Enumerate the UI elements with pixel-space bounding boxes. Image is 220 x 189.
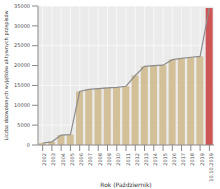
svg-text:2009: 2009 <box>106 153 112 166</box>
svg-text:2018: 2018 <box>189 153 195 166</box>
svg-text:10.10.2019: 10.10.2019 <box>208 153 212 182</box>
svg-text:2016: 2016 <box>171 153 177 166</box>
svg-text:2003: 2003 <box>50 153 56 166</box>
svg-text:Rok (Październik): Rok (Październik) <box>100 181 151 188</box>
svg-text:2008: 2008 <box>97 153 103 166</box>
svg-text:30000: 30000 <box>14 23 30 29</box>
svg-text:2019: 2019 <box>199 153 205 166</box>
svg-text:25000: 25000 <box>14 42 30 48</box>
svg-text:2005: 2005 <box>69 153 75 166</box>
svg-text:15000: 15000 <box>14 82 30 88</box>
svg-text:5000: 5000 <box>17 122 30 128</box>
svg-text:2017: 2017 <box>180 153 186 166</box>
svg-text:2011: 2011 <box>125 153 131 166</box>
svg-text:2004: 2004 <box>60 153 66 166</box>
svg-text:0: 0 <box>27 142 30 148</box>
svg-text:2013: 2013 <box>143 153 149 166</box>
svg-text:2002: 2002 <box>41 153 47 166</box>
svg-text:35000: 35000 <box>14 3 30 9</box>
svg-text:2014: 2014 <box>152 153 158 166</box>
svg-text:2010: 2010 <box>115 153 121 166</box>
svg-text:2006: 2006 <box>78 153 84 166</box>
svg-text:2012: 2012 <box>134 153 140 166</box>
svg-text:2007: 2007 <box>87 153 93 166</box>
svg-text:10000: 10000 <box>14 102 30 108</box>
svg-text:2015: 2015 <box>162 153 168 166</box>
svg-text:Liczba dozwolonych wyjątków ak: Liczba dozwolonych wyjątków aktywnych pr… <box>8 10 10 140</box>
svg-text:20000: 20000 <box>14 62 30 68</box>
